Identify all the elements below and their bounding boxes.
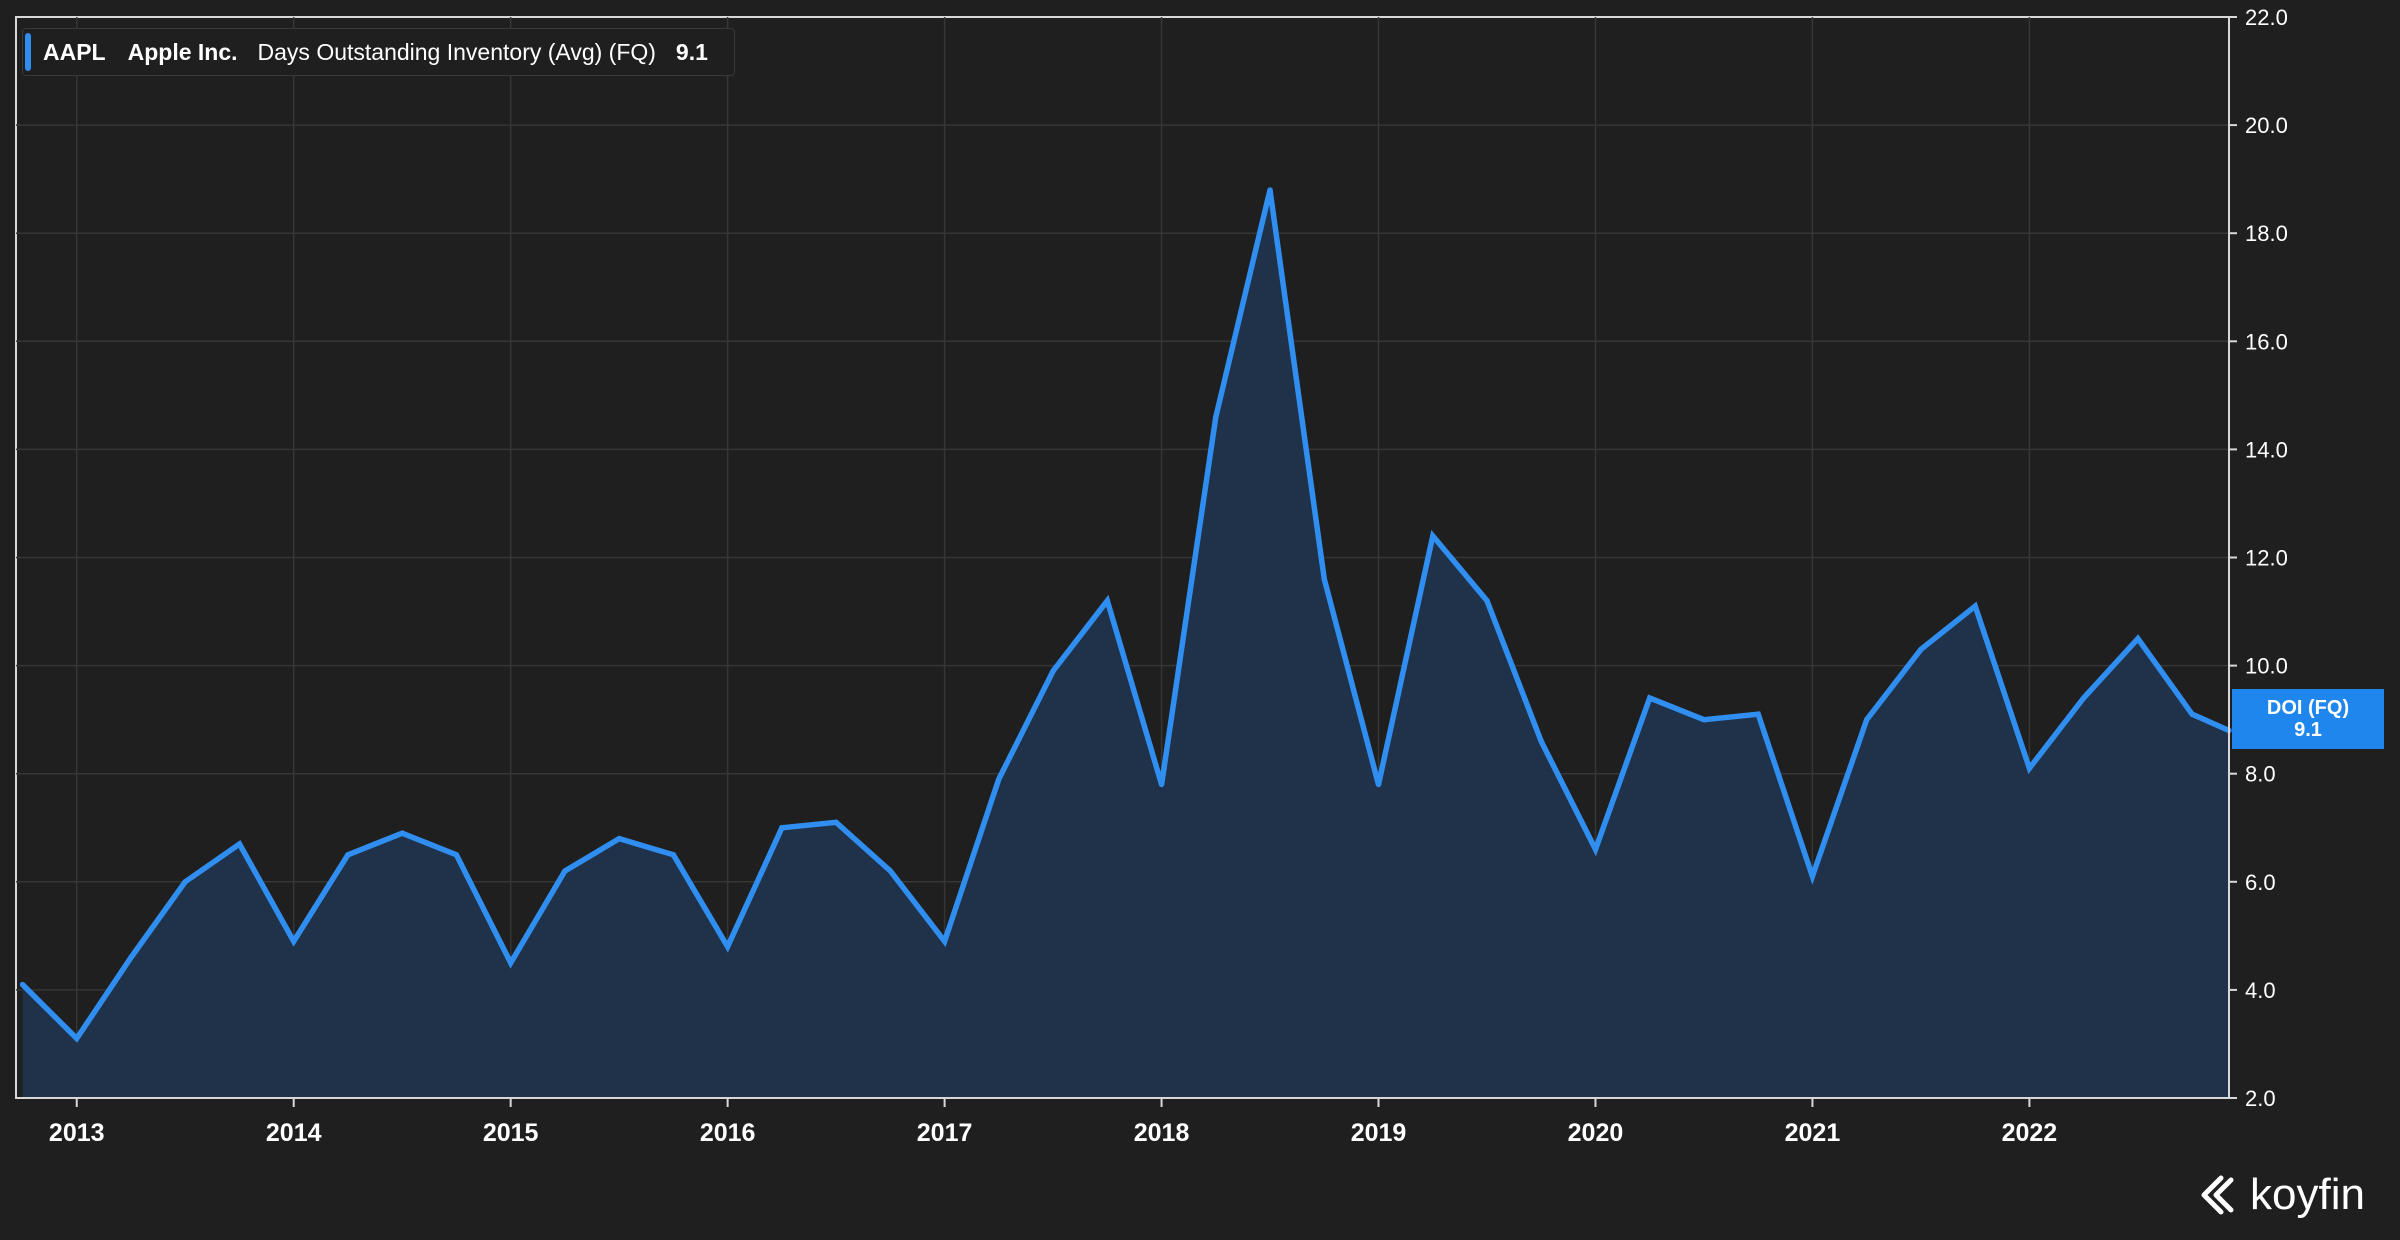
series-point [2026, 765, 2033, 771]
x-tick-label: 2014 [266, 1119, 322, 1147]
y-tick-label: 2.0 [2245, 1086, 2276, 1111]
series-point [1809, 873, 1816, 880]
y-tick-label: 6.0 [2245, 870, 2276, 895]
koyfin-logo[interactable]: koyfin [2200, 1170, 2365, 1220]
y-tick-label: 22.0 [2245, 5, 2288, 30]
legend-company: Apple Inc. [127, 38, 238, 65]
series-point [1647, 695, 1653, 701]
series-point [1050, 668, 1056, 674]
series-color-bar [25, 33, 31, 71]
series-point [724, 943, 731, 950]
series-point [182, 879, 188, 885]
series-point [2189, 711, 2195, 717]
series-point [670, 852, 677, 858]
series-point [996, 776, 1002, 782]
x-tick-label: 2015 [483, 1119, 539, 1147]
koyfin-logo-icon [2201, 1175, 2234, 1215]
series-point [1213, 414, 1219, 420]
series-point [236, 841, 243, 847]
series-point [74, 1035, 80, 1042]
series-point [2080, 695, 2087, 701]
series-point [1430, 533, 1436, 539]
series-point [399, 830, 405, 836]
series-point [507, 960, 514, 966]
x-tick-label: 2017 [917, 1119, 973, 1147]
y-tick-label: 16.0 [2245, 329, 2288, 354]
y-tick-label: 8.0 [2245, 762, 2276, 787]
y-tick-label: 12.0 [2245, 546, 2288, 571]
series-point [1538, 738, 1544, 744]
series-point [779, 825, 785, 831]
series-point [2135, 635, 2141, 642]
series-point [1484, 598, 1490, 604]
y-tick-label: 14.0 [2245, 437, 2288, 462]
x-tick-label: 2013 [49, 1119, 105, 1147]
series-point [1755, 711, 1761, 717]
series-point [453, 852, 460, 858]
series-point [291, 938, 297, 944]
series-point [1321, 576, 1327, 582]
series-area [22, 190, 2229, 1098]
series-point [1375, 781, 1382, 788]
series-point [887, 868, 894, 874]
series-point [128, 954, 134, 961]
series-point [1863, 716, 1870, 723]
last-value-tag: DOI (FQ) 9.1 [2232, 689, 2384, 749]
series-point [1104, 598, 1111, 604]
series-point [1267, 187, 1273, 193]
x-tick-label: 2021 [1785, 1119, 1841, 1147]
last-value-tag-value: 9.1 [2294, 719, 2322, 741]
series-point [616, 835, 622, 842]
y-tick-label: 20.0 [2245, 113, 2288, 138]
x-tick-label: 2022 [2002, 1119, 2058, 1147]
y-tick-label: 10.0 [2245, 654, 2288, 679]
x-tick-label: 2018 [1134, 1119, 1190, 1147]
series-point [562, 868, 568, 874]
y-tick-label: 4.0 [2245, 978, 2276, 1003]
series-point [941, 938, 948, 944]
koyfin-logo-text: koyfin [2250, 1170, 2365, 1219]
x-tick-label: 2020 [1568, 1119, 1624, 1147]
legend-metric: Days Outstanding Inventory (Avg) (FQ) [257, 38, 656, 65]
series-point [345, 852, 351, 858]
series-point [19, 981, 26, 988]
series-line [20, 189, 2231, 1043]
series-legend[interactable]: AAPL Apple Inc. Days Outstanding Invento… [22, 28, 735, 76]
last-value-tag-label: DOI (FQ) [2266, 697, 2350, 719]
series-point [1918, 646, 1924, 653]
legend-ticker: AAPL [43, 38, 106, 65]
series-point [1701, 716, 1707, 723]
legend-value: 9.1 [675, 38, 708, 65]
y-tick-label: 18.0 [2245, 221, 2288, 246]
series-point [1158, 781, 1165, 788]
series-point [1972, 603, 1978, 609]
series-point [833, 819, 839, 826]
series-point [1592, 846, 1599, 853]
x-tick-label: 2016 [700, 1119, 756, 1147]
x-tick-label: 2019 [1351, 1119, 1407, 1147]
